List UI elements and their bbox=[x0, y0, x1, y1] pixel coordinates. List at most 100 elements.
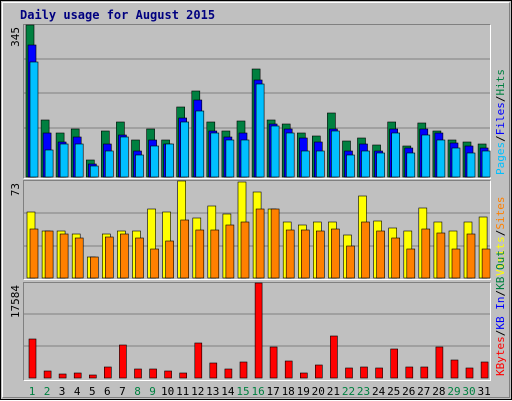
bar bbox=[89, 374, 97, 379]
bar bbox=[105, 150, 114, 178]
legend-entry: Visits bbox=[494, 236, 507, 276]
legend-entry: / bbox=[494, 330, 507, 337]
bar bbox=[314, 364, 323, 379]
bar bbox=[73, 372, 82, 379]
bar bbox=[450, 359, 459, 379]
bar bbox=[376, 230, 385, 279]
bar bbox=[421, 134, 431, 178]
bar bbox=[165, 240, 174, 279]
legend-entry: Sites bbox=[494, 197, 507, 230]
bar bbox=[104, 366, 112, 379]
legend-entry: Pages bbox=[494, 142, 507, 175]
day-label: 4 bbox=[74, 385, 81, 398]
bar bbox=[150, 248, 159, 279]
day-label: 9 bbox=[149, 385, 156, 398]
bar bbox=[361, 221, 370, 279]
legend-entry: Files bbox=[494, 102, 507, 135]
day-label: 27 bbox=[417, 385, 430, 398]
bar bbox=[29, 61, 39, 178]
bar bbox=[284, 360, 293, 379]
bar bbox=[135, 154, 144, 178]
bar bbox=[105, 236, 114, 279]
day-label: 8 bbox=[134, 385, 141, 398]
bar bbox=[451, 248, 461, 279]
bar bbox=[466, 233, 476, 279]
bar bbox=[149, 368, 157, 379]
day-label: 5 bbox=[89, 385, 96, 398]
bar bbox=[331, 228, 340, 279]
day-label: 11 bbox=[176, 385, 189, 398]
y-max-label: 345 bbox=[9, 27, 22, 47]
bar bbox=[239, 361, 248, 379]
bar bbox=[44, 149, 54, 178]
bar bbox=[255, 208, 265, 279]
bar bbox=[210, 132, 220, 178]
series-sites bbox=[29, 208, 491, 279]
bar bbox=[74, 143, 84, 178]
bar bbox=[285, 132, 295, 178]
legend-visits: Visits/Sites bbox=[494, 197, 507, 277]
bar bbox=[240, 221, 250, 279]
bar bbox=[195, 229, 205, 279]
day-label: 20 bbox=[312, 385, 325, 398]
legend-entry: / bbox=[494, 96, 507, 103]
bar bbox=[421, 228, 431, 279]
bar bbox=[420, 366, 429, 379]
bar bbox=[285, 229, 295, 279]
bar bbox=[481, 150, 491, 178]
day-label: 25 bbox=[387, 385, 400, 398]
day-label: 1 bbox=[29, 385, 36, 398]
bar bbox=[391, 237, 401, 279]
bar bbox=[330, 335, 338, 379]
bar bbox=[361, 150, 370, 178]
day-label: 18 bbox=[282, 385, 295, 398]
bar bbox=[210, 229, 220, 279]
y-max-label: 73 bbox=[9, 183, 22, 196]
bar bbox=[195, 110, 205, 178]
day-label: 31 bbox=[477, 385, 490, 398]
day-label: 17 bbox=[266, 385, 279, 398]
legend-entry: KB In bbox=[494, 297, 507, 330]
series-kbytes bbox=[28, 282, 489, 379]
bar bbox=[90, 165, 99, 178]
bar bbox=[466, 152, 476, 178]
bar bbox=[44, 230, 54, 279]
bar bbox=[315, 150, 325, 178]
chart-frame-bevel bbox=[2, 2, 510, 398]
bar bbox=[240, 139, 250, 178]
bar bbox=[179, 372, 187, 379]
bar bbox=[270, 125, 280, 178]
bar bbox=[435, 346, 444, 379]
bar bbox=[28, 338, 37, 379]
day-label: 29 bbox=[447, 385, 460, 398]
bar bbox=[180, 219, 189, 279]
legend-entry: Hits bbox=[494, 69, 507, 96]
day-label: 14 bbox=[221, 385, 235, 398]
chart-title: Daily usage for August 2015 bbox=[20, 8, 216, 22]
bar bbox=[480, 361, 489, 379]
bar bbox=[299, 372, 308, 379]
bar bbox=[405, 366, 414, 379]
bar bbox=[390, 348, 399, 379]
bar bbox=[465, 367, 474, 379]
legend-entry: KB Out bbox=[494, 250, 507, 290]
day-label: 21 bbox=[327, 385, 340, 398]
legend-kbytes: KBytes/KB In/KB Out bbox=[494, 250, 507, 376]
bar bbox=[255, 83, 265, 178]
bar bbox=[225, 224, 235, 279]
bar bbox=[209, 362, 218, 379]
bar bbox=[346, 154, 355, 178]
bar bbox=[74, 237, 84, 279]
bar bbox=[120, 233, 129, 279]
bar bbox=[481, 248, 491, 279]
bar bbox=[58, 373, 67, 379]
chart-panel-visits: 73 Visits/Sites bbox=[9, 180, 507, 279]
bar bbox=[224, 368, 233, 379]
bar bbox=[29, 228, 39, 279]
bar bbox=[120, 136, 129, 178]
bar bbox=[360, 366, 368, 379]
bar bbox=[225, 139, 235, 178]
